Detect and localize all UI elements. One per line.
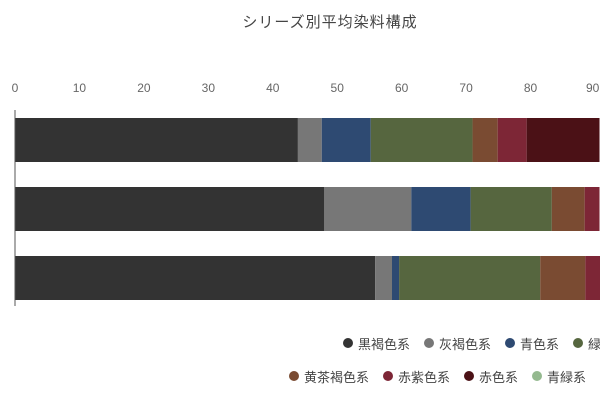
bar-segment-s4-b1[interactable] xyxy=(551,187,585,231)
bar-segment-s3-b2[interactable] xyxy=(399,256,541,300)
x-tick-label: 50 xyxy=(331,81,345,95)
x-tick-label: 80 xyxy=(524,81,538,95)
bar-segment-s4-b2[interactable] xyxy=(540,256,586,300)
stacked-bar-chart: 0 10 20 30 40 50 60 70 80 90 xyxy=(12,81,600,306)
bar-segment-s0-b1[interactable] xyxy=(15,187,325,231)
chart-title: シリーズ別平均染料構成 xyxy=(242,13,418,31)
x-tick-label: 60 xyxy=(395,81,409,95)
legend-item[interactable]: 赤色系 xyxy=(464,367,518,385)
bar-segment-s1-b2[interactable] xyxy=(375,256,392,300)
bar-segment-s5-b0[interactable] xyxy=(497,118,527,162)
legend-marker xyxy=(343,338,353,348)
legend-item[interactable]: 黄茶褐色系 xyxy=(289,367,369,385)
legend-label: 赤紫色系 xyxy=(398,370,451,386)
bar-segment-s3-b1[interactable] xyxy=(470,187,552,231)
x-tick-label: 70 xyxy=(459,81,473,95)
bar-segment-s5-b2[interactable] xyxy=(585,256,600,300)
bar-segment-s5-b1[interactable] xyxy=(584,187,600,231)
x-tick-label: 90 xyxy=(586,81,600,95)
legend-label: 緑系 xyxy=(588,337,600,353)
legend-label: 青色系 xyxy=(520,337,560,353)
x-tick-label: 0 xyxy=(12,81,19,95)
legend-label: 青緑系 xyxy=(547,370,587,386)
legend-item[interactable]: 緑系 xyxy=(573,334,600,352)
legend-label: 黄茶褐色系 xyxy=(304,370,370,386)
bar-segment-s2-b0[interactable] xyxy=(321,118,371,162)
bar-segment-s0-b0[interactable] xyxy=(15,118,298,162)
bar-segment-s1-b0[interactable] xyxy=(297,118,322,162)
legend-marker xyxy=(532,371,543,381)
legend-item[interactable]: 青緑系 xyxy=(532,367,586,385)
legend-row: 黒褐色系 灰褐色系 青色系 緑系 xyxy=(343,334,600,352)
legend-marker xyxy=(424,338,435,348)
bar-segment-s1-b1[interactable] xyxy=(324,187,412,231)
legend-label: 黒褐色系 xyxy=(358,337,411,353)
legend-item[interactable]: 赤紫色系 xyxy=(383,367,450,385)
legend-label: 灰褐色系 xyxy=(439,337,492,353)
legend-marker xyxy=(383,371,394,381)
legend-row: 黄茶褐色系 赤紫色系 赤色系 青緑系 xyxy=(289,367,600,385)
legend-item[interactable]: 黒褐色系 xyxy=(343,334,410,352)
bar-segment-s2-b1[interactable] xyxy=(411,187,471,231)
x-tick-label: 10 xyxy=(73,81,87,95)
legend-marker xyxy=(289,371,299,381)
legend-marker xyxy=(573,338,584,348)
bar-segment-s6-b0[interactable] xyxy=(526,118,600,162)
legend-item[interactable]: 青色系 xyxy=(505,334,559,352)
bar-segment-s0-b2[interactable] xyxy=(15,256,376,300)
x-tick-label: 30 xyxy=(202,81,216,95)
bar-segment-s4-b0[interactable] xyxy=(472,118,498,162)
legend-item[interactable]: 灰褐色系 xyxy=(424,334,491,352)
legend-marker xyxy=(505,338,516,348)
bar-segment-s2-b2[interactable] xyxy=(392,256,400,300)
x-tick-label: 40 xyxy=(266,81,280,95)
bar-segment-s3-b0[interactable] xyxy=(370,118,473,162)
legend-marker xyxy=(464,371,475,381)
x-tick-label: 20 xyxy=(137,81,151,95)
legend-label: 赤色系 xyxy=(479,370,519,386)
